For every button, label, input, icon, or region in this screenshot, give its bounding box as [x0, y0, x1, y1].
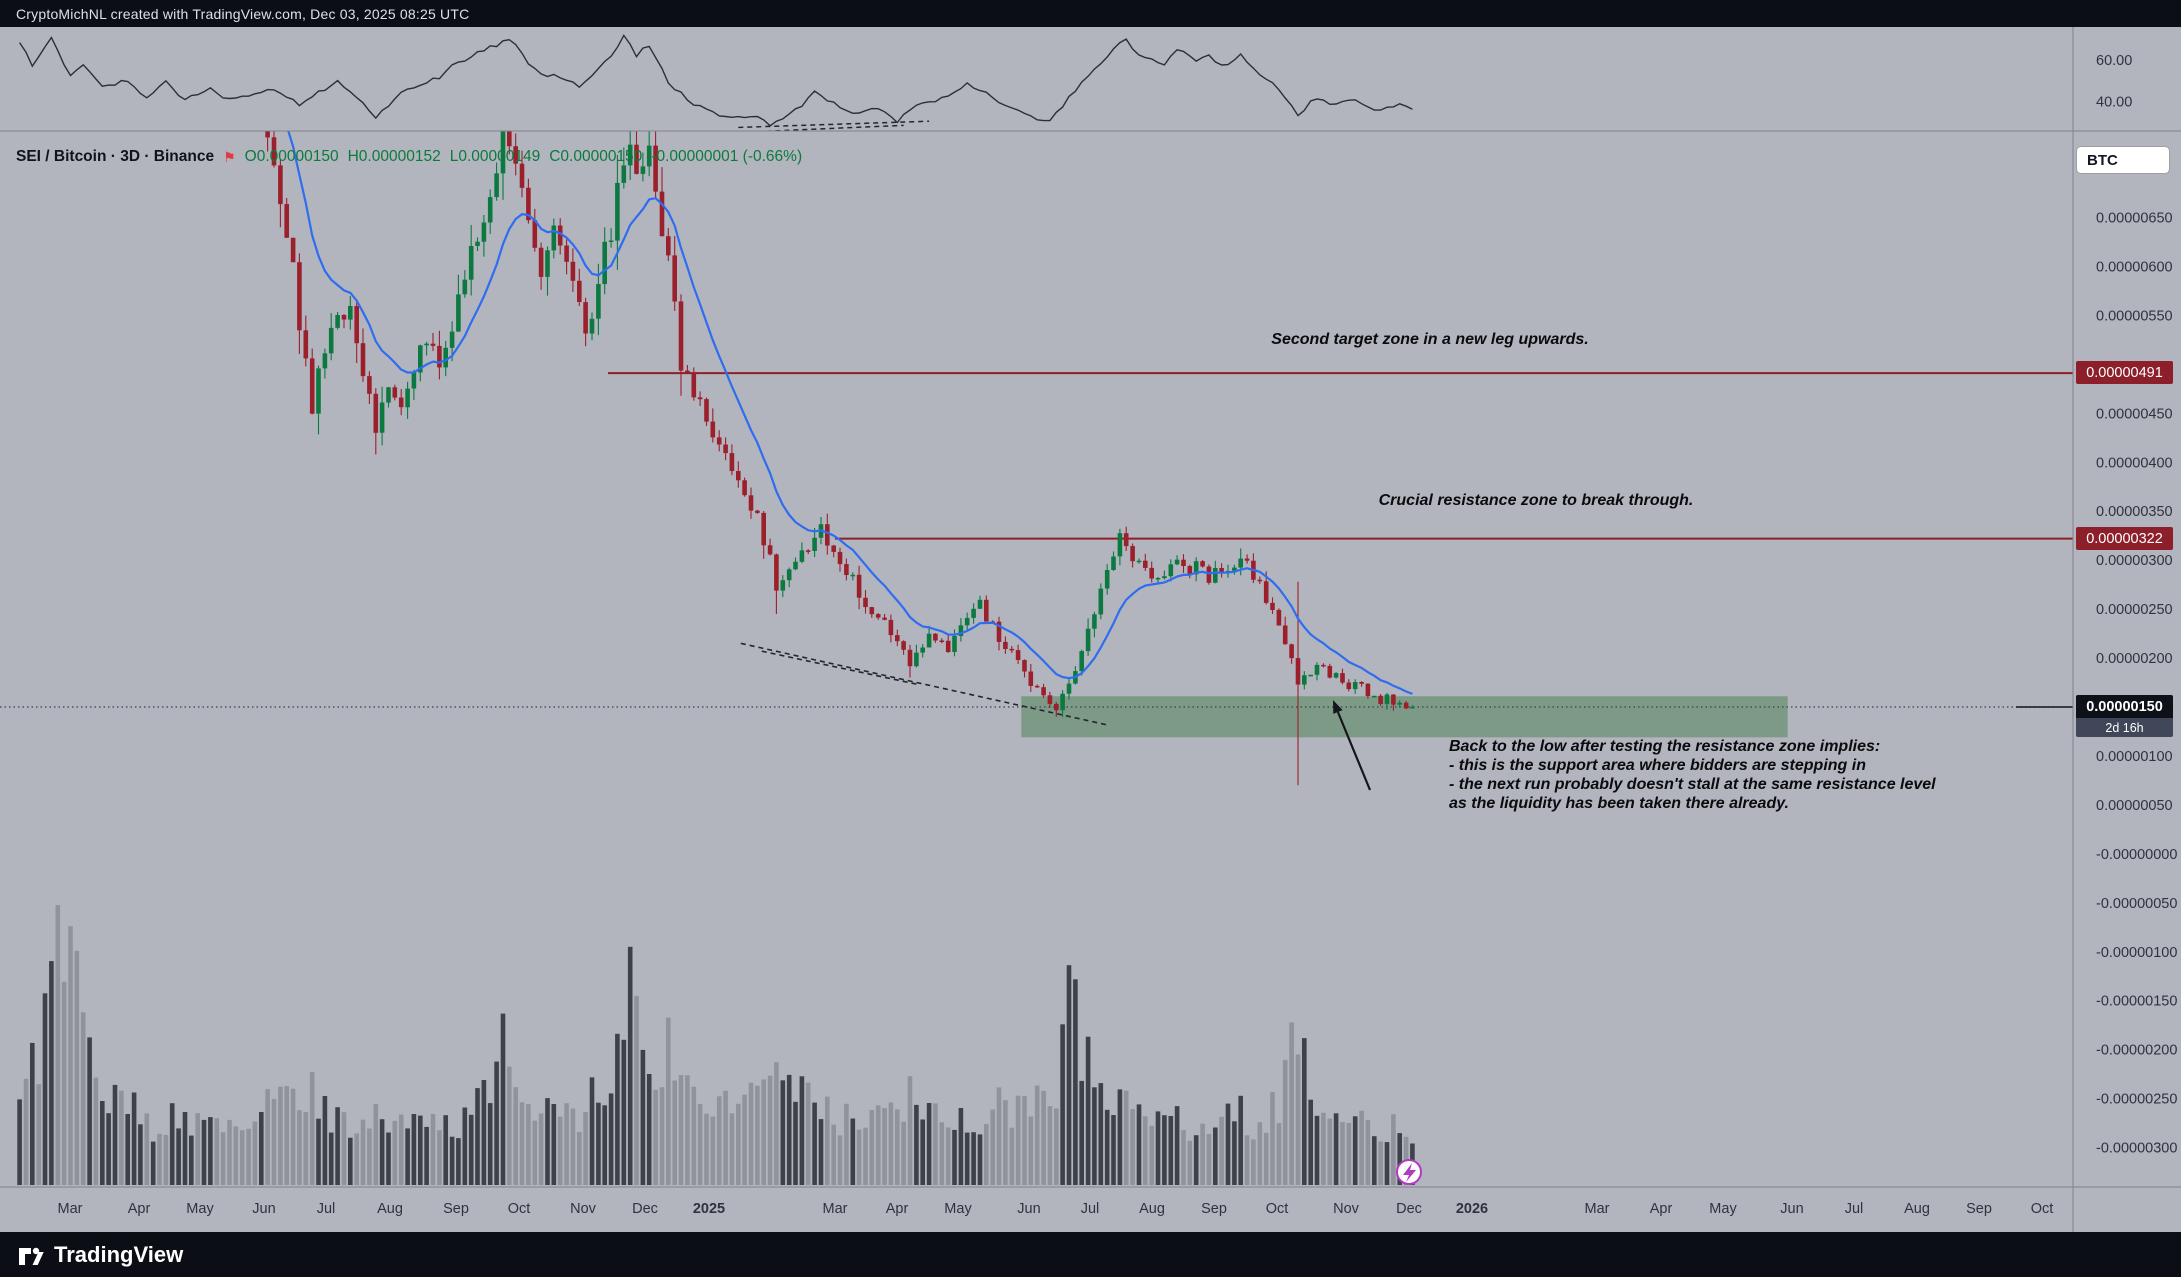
time-tick: Sep [443, 1201, 469, 1217]
brand-name[interactable]: TradingView [54, 1241, 184, 1267]
annotation-resistance: Crucial resistance zone to break through… [1378, 492, 1694, 509]
annotation-note-line: - this is the support area where bidders… [1449, 757, 1866, 774]
price-tick: 0.00000400 [2096, 455, 2173, 471]
price-tick: 0.00000550 [2096, 308, 2173, 324]
time-tick: Jun [1017, 1201, 1040, 1217]
price-level-label-491: 0.00000491 [2076, 361, 2173, 384]
time-tick: Sep [1966, 1201, 1992, 1217]
last-price-label: 0.00000150 [2076, 695, 2173, 718]
ohlc-low: L0.00000149 [449, 148, 541, 165]
annotation-note: Back to the low after testing the resist… [1449, 737, 1936, 813]
time-tick: Dec [632, 1201, 658, 1217]
time-tick: Aug [377, 1201, 403, 1217]
price-tick: -0.00000250 [2096, 1092, 2177, 1108]
annotation-note-line: - the next run probably doesn't stall at… [1449, 776, 1936, 793]
time-tick: Nov [570, 1201, 597, 1217]
time-tick: May [944, 1201, 972, 1217]
annotation-second-target: Second target zone in a new leg upwards. [1271, 331, 1589, 348]
price-tick: -0.00000300 [2096, 1141, 2177, 1157]
price-tick: -0.00000050 [2096, 896, 2177, 912]
time-tick: Mar [58, 1201, 83, 1217]
price-tick: 0.00000050 [2096, 798, 2173, 814]
trendline-0[interactable] [740, 642, 1107, 726]
time-tick: Oct [508, 1201, 531, 1217]
ohlc-open: O0.00000150 [244, 148, 339, 165]
time-tick: Jul [1845, 1201, 1864, 1217]
indicator-pane[interactable] [19, 34, 1413, 131]
time-tick: Apr [128, 1201, 151, 1217]
flag-icon[interactable]: ⚑ [223, 149, 236, 165]
price-tick: 0.00000100 [2096, 749, 2173, 765]
annotation-arrow-head [1333, 700, 1343, 714]
attribution-text: CryptoMichNL created with TradingView.co… [16, 5, 470, 22]
indicator-tick: 60.00 [2096, 53, 2132, 69]
time-tick: Oct [1266, 1201, 1289, 1217]
time-tick: May [186, 1201, 214, 1217]
time-tick: 2026 [1456, 1201, 1488, 1217]
ohlc-close: C0.00000150 [549, 148, 643, 165]
time-axis[interactable]: Mar Apr May Jun Jul Aug Sep Oct Nov Dec 2025 Mar Apr… [0, 1187, 2073, 1232]
top-bar: CryptoMichNL created with TradingView.co… [0, 0, 2181, 27]
time-tick: Jun [1780, 1201, 1803, 1217]
flash-icon[interactable] [1396, 1159, 1422, 1185]
time-tick: Mar [1585, 1201, 1610, 1217]
bar-countdown-label: 2d 16h [2076, 718, 2173, 737]
time-tick: May [1709, 1201, 1737, 1217]
price-tick: -0.00000100 [2096, 945, 2177, 961]
indicator-tick: 40.00 [2096, 95, 2132, 111]
time-tick: Apr [886, 1201, 909, 1217]
candlestick-series [265, 131, 1415, 786]
rsi-trendline-0[interactable] [738, 120, 930, 129]
support-zone[interactable] [1021, 696, 1788, 738]
price-level-label-322: 0.00000322 [2076, 527, 2173, 550]
bottom-bar: TradingView [0, 1232, 2181, 1277]
currency-unit-button[interactable]: BTC [2077, 147, 2169, 173]
annotation-note-line: as the liquidity has been taken there al… [1449, 795, 1789, 812]
time-tick: Apr [1650, 1201, 1673, 1217]
price-tick: -0.00000200 [2096, 1043, 2177, 1059]
trendline-1[interactable] [761, 650, 919, 686]
time-tick: Oct [2031, 1201, 2054, 1217]
price-tick: 0.00000300 [2096, 553, 2173, 569]
annotation-note-line: Back to the low after testing the resist… [1449, 738, 1881, 755]
time-tick: Aug [1904, 1201, 1930, 1217]
price-tick: -0.00000150 [2096, 994, 2177, 1010]
time-tick: Sep [1201, 1201, 1227, 1217]
price-tick: -0.00000000 [2096, 847, 2177, 863]
time-tick: Jul [1081, 1201, 1100, 1217]
price-tick: 0.00000600 [2096, 259, 2173, 275]
symbol-title[interactable]: SEI / Bitcoin · 3D · Binance [16, 148, 215, 165]
ohlc-high: H0.00000152 [347, 148, 441, 165]
time-tick: Dec [1396, 1201, 1422, 1217]
price-tick: 0.00000450 [2096, 406, 2173, 422]
tradingview-logo-icon[interactable] [16, 1241, 44, 1269]
symbol-legend: SEI / Bitcoin · 3D · Binance ⚑ O0.000001… [16, 148, 802, 166]
time-tick: Nov [1333, 1201, 1360, 1217]
time-tick: 2025 [693, 1201, 725, 1217]
volume-series [17, 905, 1415, 1185]
time-tick: Mar [823, 1201, 848, 1217]
annotation-arrow[interactable] [1336, 711, 1372, 791]
time-tick: Aug [1139, 1201, 1165, 1217]
ohlc-change: -0.00000001 (-0.66%) [651, 148, 803, 165]
time-tick: Jun [252, 1201, 275, 1217]
price-tick: 0.00000350 [2096, 504, 2173, 520]
rsi-line [19, 34, 1413, 127]
price-tick: 0.00000650 [2096, 211, 2173, 227]
rsi-trendline-1[interactable] [757, 124, 904, 131]
price-axis[interactable]: 60.00 40.00 0.00000650 0.00000600 0.00000550… [2073, 27, 2181, 1232]
ma-line [287, 131, 1413, 695]
price-pane[interactable] [0, 0, 2073, 1185]
price-tick: 0.00000250 [2096, 602, 2173, 618]
price-tick: 0.00000200 [2096, 651, 2173, 667]
time-tick: Jul [317, 1201, 336, 1217]
